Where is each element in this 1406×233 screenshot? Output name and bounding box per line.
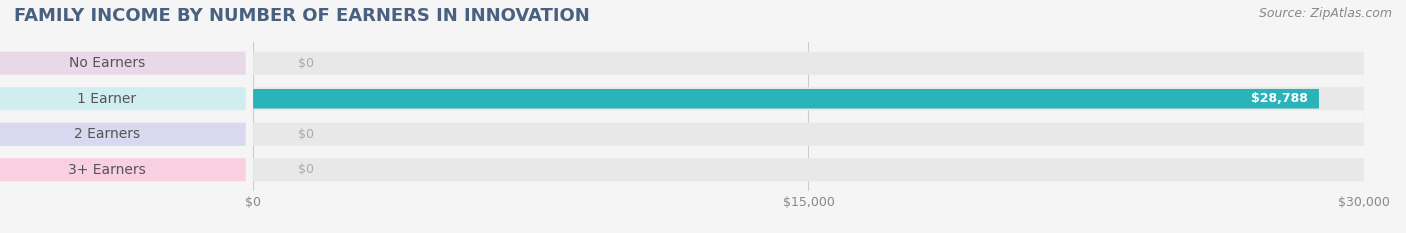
Text: FAMILY INCOME BY NUMBER OF EARNERS IN INNOVATION: FAMILY INCOME BY NUMBER OF EARNERS IN IN… (14, 7, 589, 25)
FancyBboxPatch shape (0, 52, 246, 75)
FancyBboxPatch shape (253, 89, 1319, 109)
Text: $0: $0 (298, 57, 314, 70)
FancyBboxPatch shape (253, 52, 1364, 75)
Text: Source: ZipAtlas.com: Source: ZipAtlas.com (1258, 7, 1392, 20)
FancyBboxPatch shape (0, 158, 246, 181)
FancyBboxPatch shape (0, 123, 246, 146)
Text: 2 Earners: 2 Earners (73, 127, 139, 141)
FancyBboxPatch shape (0, 87, 246, 110)
Text: $0: $0 (298, 128, 314, 141)
FancyBboxPatch shape (253, 158, 1364, 181)
FancyBboxPatch shape (253, 87, 1364, 110)
Text: No Earners: No Earners (69, 56, 145, 70)
Text: $0: $0 (298, 163, 314, 176)
Text: 1 Earner: 1 Earner (77, 92, 136, 106)
Text: 3+ Earners: 3+ Earners (67, 163, 146, 177)
FancyBboxPatch shape (253, 123, 1364, 146)
Text: $28,788: $28,788 (1251, 92, 1308, 105)
